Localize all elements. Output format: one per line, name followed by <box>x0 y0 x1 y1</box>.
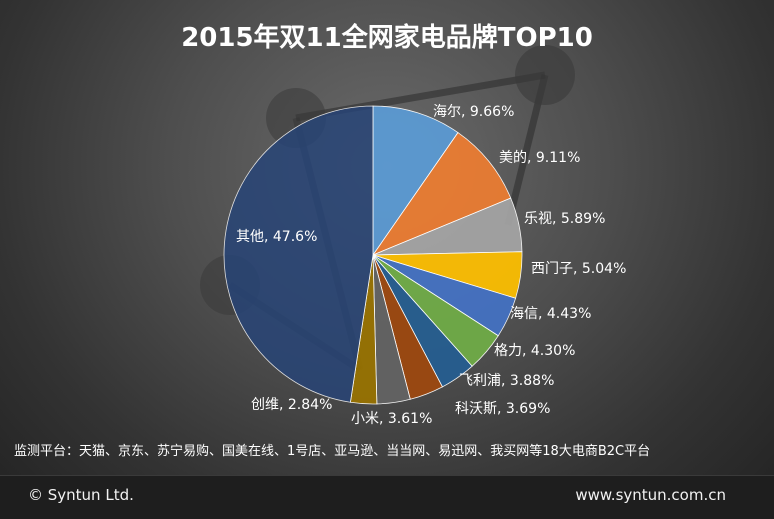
pie-label-5: 格力, 4.30% <box>494 343 575 359</box>
pie-label-8: 小米, 3.61% <box>351 411 432 427</box>
pie-label-6: 飞利浦, 3.88% <box>459 373 554 389</box>
pie-slice-10 <box>223 105 374 403</box>
pie-slices <box>223 105 523 405</box>
pie-label-10: 其他, 47.6% <box>236 229 317 245</box>
pie-label-2: 乐视, 5.89% <box>524 211 605 227</box>
pie-slice-0 <box>372 105 459 257</box>
pie-label-4: 海信, 4.43% <box>510 306 591 322</box>
pie-labels: 海尔, 9.66% 美的, 9.11% 乐视, 5.89% 西门子, 5.04% 海信,… <box>236 104 626 427</box>
copyright-text: © Syntun Ltd. <box>28 486 134 504</box>
website-text: www.syntun.com.cn <box>575 486 726 504</box>
source-note: 监测平台：天猫、京东、苏宁易购、国美在线、1号店、亚马逊、当当网、易迅网、我买网… <box>14 444 651 459</box>
pie-label-7: 科沃斯, 3.69% <box>455 401 550 417</box>
pie-slice-1 <box>371 132 512 256</box>
pie-label-3: 西门子, 5.04% <box>531 261 626 277</box>
footer-bar <box>0 475 774 519</box>
pie-label-1: 美的, 9.11% <box>499 150 580 166</box>
pie-label-9: 创维, 2.84% <box>251 397 332 413</box>
pie-label-0: 海尔, 9.66% <box>433 104 514 120</box>
chart-title: 2015年双11全网家电品牌TOP10 <box>181 22 593 53</box>
